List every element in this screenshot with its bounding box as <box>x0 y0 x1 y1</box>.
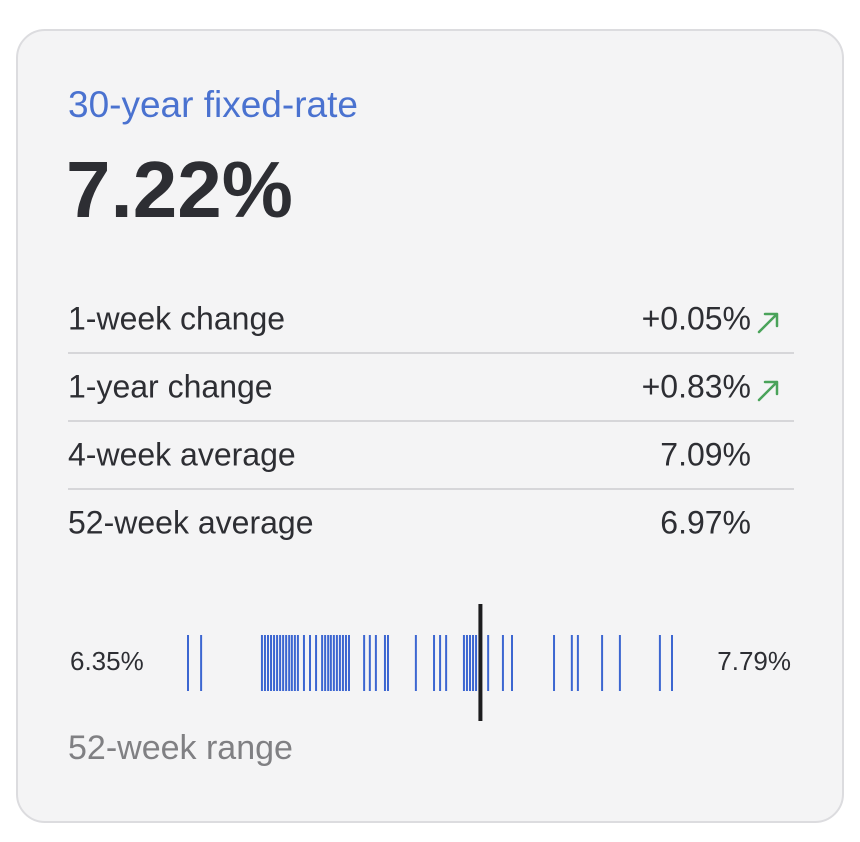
stat-value: 6.97% <box>660 504 751 540</box>
range-caption: 52-week range <box>68 729 293 767</box>
trend-arrow <box>757 312 779 334</box>
stat-label: 4-week average <box>68 436 296 472</box>
stat-label: 52-week average <box>68 504 313 540</box>
current-rate: 7.22% <box>66 145 293 234</box>
range-min-label: 6.35% <box>70 646 144 676</box>
trend-arrow <box>757 380 779 402</box>
card-title: 30-year fixed-rate <box>68 84 358 125</box>
stat-label: 1-week change <box>68 300 285 336</box>
stat-value: 7.09% <box>660 436 751 472</box>
stat-value: +0.05% <box>642 300 751 336</box>
card-background <box>16 29 844 823</box>
stat-value: +0.83% <box>642 368 751 404</box>
range-max-label: 7.79% <box>717 646 791 676</box>
stat-label: 1-year change <box>68 368 273 404</box>
